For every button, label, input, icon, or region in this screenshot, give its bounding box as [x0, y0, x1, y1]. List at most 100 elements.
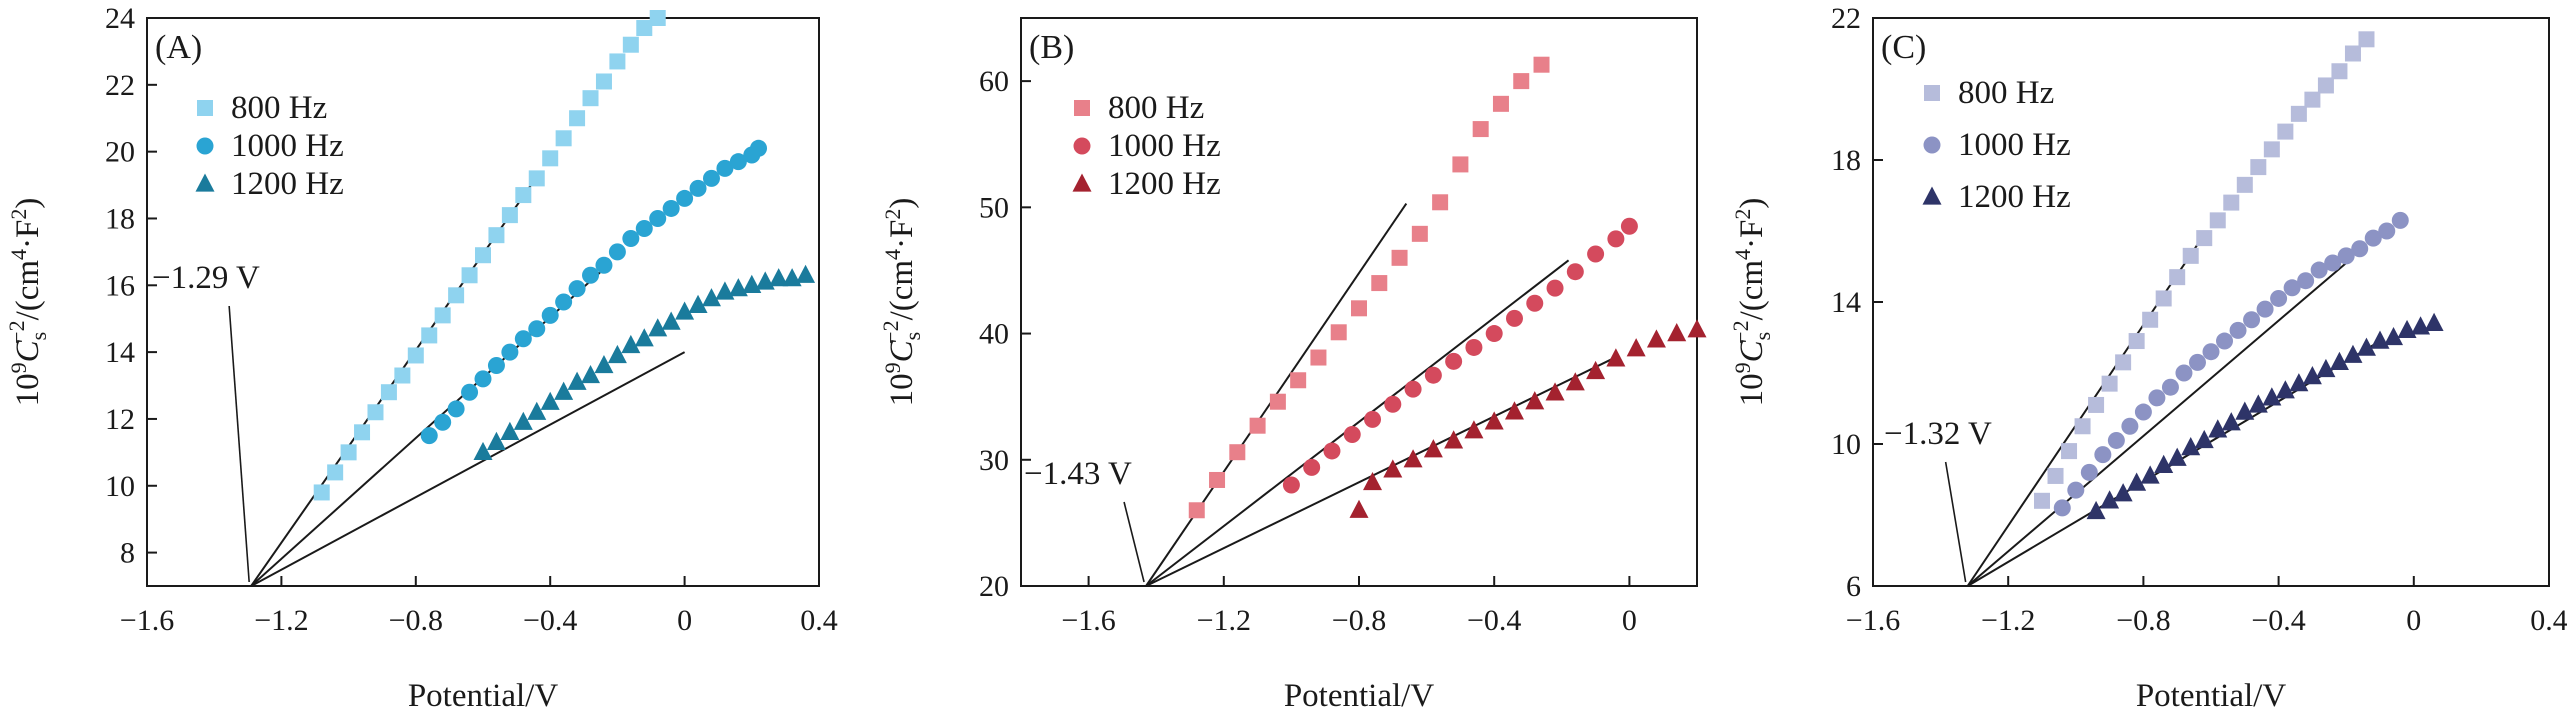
- panel-b-series-3-point: [1586, 360, 1606, 380]
- panel-a-series-3-point: [701, 288, 721, 307]
- panel-b-series-2-point: [1587, 245, 1605, 263]
- panel-c-legend-label-1: 800 Hz: [1958, 75, 2054, 111]
- panel-a-y-tick-label: 18: [105, 202, 135, 235]
- panel-b-series-3-point: [1646, 329, 1666, 348]
- panel-b-series-2-point: [1485, 325, 1503, 343]
- panel-a-series-2-point: [622, 230, 640, 248]
- panel-a-legend-label-1: 800 Hz: [231, 90, 327, 126]
- panel-b-series-2-point: [1364, 410, 1382, 428]
- panel-c-series-1-point: [2088, 396, 2105, 413]
- panel-b-series-3-point: [1525, 391, 1545, 410]
- panel-b-y-axis-title-part: 2: [880, 209, 905, 220]
- panel-c-series-1-point: [2209, 212, 2226, 229]
- panel-b-series-1-point: [1492, 95, 1509, 112]
- panel-a-y-tick-label: 8: [120, 537, 135, 570]
- panel-c-series-3-point: [2384, 326, 2404, 346]
- panel-b-annotation: −1.43 V: [1024, 456, 1132, 492]
- panel-a-y-axis-title: 109Cs−2/(cm4·F2): [4, 198, 51, 407]
- panel-a-series-3-point: [621, 334, 641, 354]
- panel-a-series-1-point: [488, 227, 505, 244]
- panel-a-series-1-point: [354, 424, 371, 441]
- panel-c-series-2-point: [2256, 300, 2274, 318]
- panel-b-series-3-point: [1383, 459, 1403, 478]
- panel-c-series-3-point: [2356, 337, 2376, 356]
- panel-a-series-1-point: [569, 110, 586, 127]
- panel-c-y-axis-title-part: −2: [1728, 320, 1753, 343]
- panel-b-series-1-point: [1351, 300, 1367, 317]
- panel-a-x-tick-label: 0.4: [800, 604, 838, 637]
- panel-a-series-1-point: [555, 130, 572, 147]
- panel-b-x-axis-title: Potential/V: [1284, 678, 1434, 714]
- panel-a-series-1-point: [421, 327, 438, 344]
- panel-a-series-3-point: [796, 264, 816, 283]
- panel-a-series-2-point: [447, 400, 465, 418]
- panel-c-series-3-point: [2127, 472, 2147, 491]
- panel-a-series-2-point: [487, 356, 505, 374]
- panel-b-series-2-point: [1384, 395, 1402, 413]
- panel-a-x-tick-label: −0.8: [389, 604, 443, 637]
- panel-c-series-1-point: [2290, 105, 2307, 122]
- panel-c-legend-marker-2: [1923, 136, 1941, 154]
- panel-c-series-1-point: [2358, 31, 2375, 48]
- panel-c-series-2-point: [2202, 343, 2220, 361]
- panel-c-series-1-point: [2277, 123, 2294, 140]
- panel-c-series-2-point: [2351, 240, 2369, 258]
- panel-a-series-1-point: [340, 444, 357, 461]
- panel-a-series-3-point: [634, 328, 654, 347]
- panel-c-series-2-point: [2364, 229, 2382, 247]
- panel-c-x-tick-label: −1.2: [1981, 604, 2035, 637]
- panel-a-series-3-point: [554, 381, 574, 400]
- panel-b-series-2-point: [1323, 442, 1341, 460]
- panel-b-x-tick-label: −1.6: [1061, 604, 1115, 637]
- panel-c-y-tick-label: 10: [1831, 428, 1861, 461]
- panel-a-series-2-point: [568, 280, 586, 298]
- panel-a-annotation-leader: [228, 305, 250, 583]
- panel-c-x-axis-title: Potential/V: [2136, 678, 2286, 714]
- panel-a-y-tick-label: 14: [105, 336, 135, 369]
- panel-a-series-2-point: [702, 169, 720, 187]
- panel-a-y-axis-title-part: C: [10, 339, 46, 362]
- panel-a-series-3-point: [648, 318, 668, 337]
- panel-b-y-axis-title-part: −2: [878, 320, 903, 343]
- panel-c-series-3-point: [2086, 500, 2106, 520]
- panel-b-series-1-point: [1371, 275, 1388, 292]
- panel-c-series-3-point: [2154, 454, 2174, 473]
- panel-a-y-tick-label: 10: [105, 470, 135, 503]
- panel-a-frame: [146, 17, 820, 587]
- panel-b-series-2-point: [1526, 294, 1544, 312]
- panel-c-series-3-point: [2289, 373, 2309, 392]
- panel-c-series-1-point: [2034, 492, 2050, 509]
- panel-a-series-1-point: [609, 53, 626, 70]
- panel-c-series-3-point: [2275, 380, 2295, 399]
- panel-c-series-3-point: [2329, 351, 2349, 370]
- panel-b-series-2-point: [1424, 366, 1442, 384]
- panel-b-y-axis-title: 109Cs−2/(cm4·F2): [878, 198, 925, 407]
- panel-a-x-tick-label: −0.4: [523, 604, 577, 637]
- panel-c-fit-line-2: [1966, 262, 2347, 587]
- panel-b-series-1-point: [1533, 56, 1550, 73]
- panel-b-y-axis-title-part: ·F: [884, 220, 920, 249]
- panel-c-series-2-point: [2216, 332, 2234, 350]
- panel-a-series-3-point: [527, 401, 547, 420]
- panel-c-series-1-point: [2128, 333, 2145, 350]
- panel-a-x-tick-label: −1.2: [254, 604, 308, 637]
- panel-a-series-2-point: [514, 330, 532, 348]
- panel-c-series-3-point: [2397, 319, 2417, 339]
- panel-a-series-1-point: [528, 170, 545, 187]
- panel-b-series-2-point: [1404, 380, 1422, 398]
- panel-a-series-2-point: [541, 306, 559, 324]
- panel-c-series-3-point: [2424, 312, 2444, 331]
- panel-a-y-axis-title-part: /(cm: [10, 260, 46, 321]
- panel-c-series-1-point: [2344, 45, 2361, 62]
- panel-a-series-1-point: [380, 384, 397, 401]
- panel-c-series-3-point: [2208, 419, 2228, 438]
- panel-a-x-tick-label: 0: [677, 604, 692, 637]
- panel-c-y-axis-title-part: C: [1734, 339, 1770, 362]
- panel-c-series-3-point: [2140, 465, 2160, 484]
- panel-a-series-3-point: [513, 411, 533, 430]
- panel-a-y-axis-title-part: 10: [10, 373, 46, 406]
- panel-b-series-1-point: [1472, 121, 1489, 138]
- panel-a-series-2-point: [635, 219, 653, 237]
- panel-a-legend-label-3: 1200 Hz: [231, 166, 344, 202]
